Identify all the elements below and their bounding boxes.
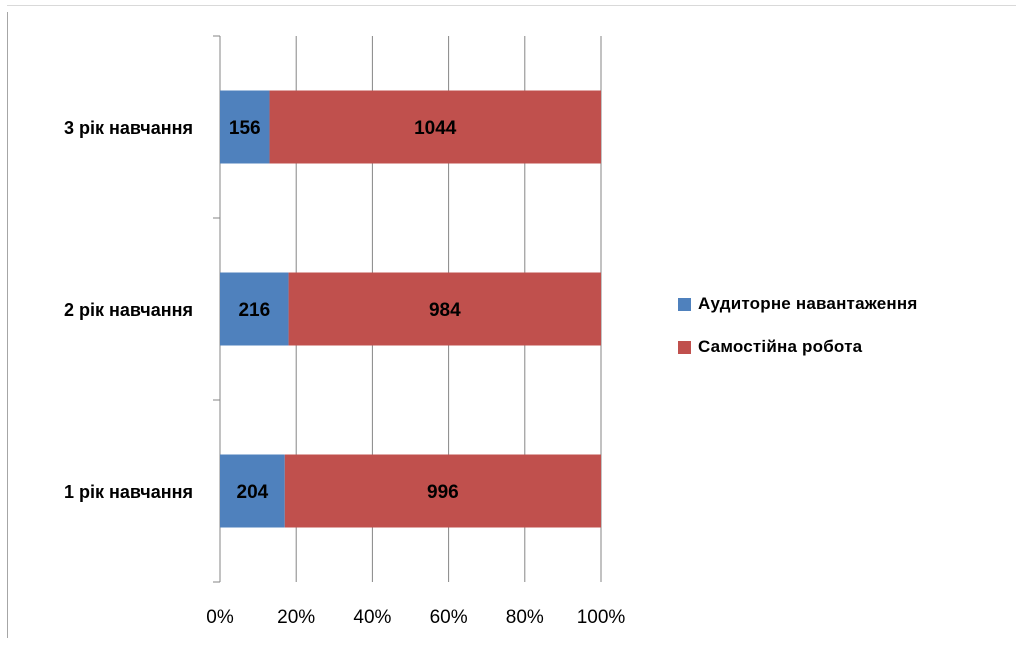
x-tick-label: 80% [506,607,544,628]
legend-swatch-auditory [678,297,691,311]
data-label: 984 [429,300,461,321]
chart-border-left [7,12,8,638]
bar-segment [284,454,601,528]
data-label: 1044 [414,118,457,139]
bar-segment [220,90,270,164]
data-label: 204 [237,482,269,503]
legend-label-auditory: Аудиторне навантаження [698,294,918,313]
data-label: 156 [229,118,261,139]
bar-segment [269,90,601,164]
legend-item-self-study: Самостійна робота [678,335,917,359]
bar-segment [220,454,285,528]
data-label: 996 [427,482,459,503]
category-label: 3 рік навчання [64,118,193,138]
bar-segment [220,272,289,346]
x-tick-label: 40% [353,607,391,628]
x-tick-label: 0% [206,607,234,628]
x-tick-label: 100% [577,607,626,628]
chart-border-top [7,5,1016,6]
category-label: 2 рік навчання [64,300,193,320]
category-label: 1 рік навчання [64,482,193,502]
data-label: 216 [238,300,270,321]
legend: Аудиторне навантаження Самостійна робота [678,292,917,378]
legend-swatch-self-study [678,340,691,354]
x-tick-label: 60% [430,607,468,628]
bar-segment [288,272,601,346]
legend-item-auditory: Аудиторне навантаження [678,292,917,316]
x-tick-label: 20% [277,607,315,628]
legend-label-self-study: Самостійна робота [698,337,863,356]
